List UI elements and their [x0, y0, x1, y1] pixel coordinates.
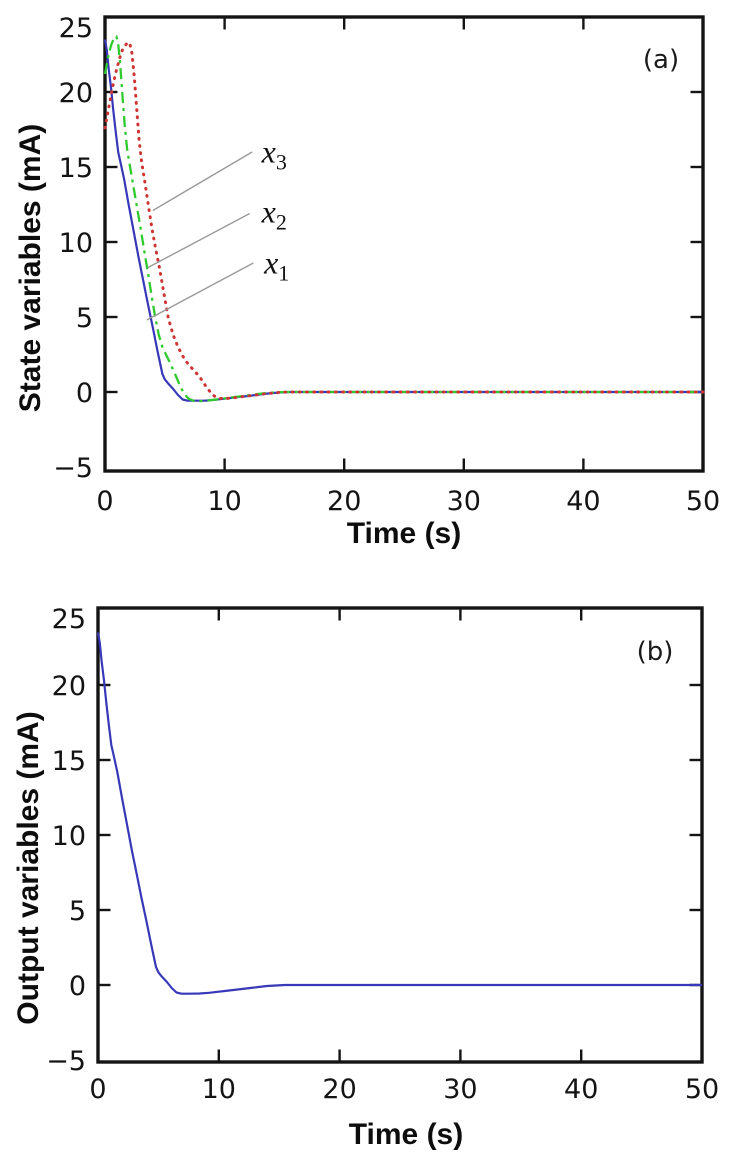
- chart-b-panel-label: (b): [637, 637, 674, 667]
- annotation-subscript: 3: [276, 150, 287, 175]
- x-tick-label: 0: [96, 486, 113, 517]
- chart-a-ylabel: State variables (mA): [14, 124, 47, 412]
- y-tick-label: 5: [69, 896, 86, 927]
- y-tick-label: 15: [59, 153, 93, 184]
- annotation-subscript: 2: [276, 210, 287, 235]
- y-tick-label: 20: [52, 671, 86, 702]
- plot-frame: [96, 606, 704, 1064]
- x-tick-label: 10: [202, 1074, 236, 1105]
- chart-a-panel-label: (a): [643, 45, 679, 75]
- y-tick-label: 25: [52, 604, 86, 635]
- annotation-leader-line-x1: [146, 262, 254, 321]
- chart-b-xlabel: Time (s): [349, 1118, 463, 1151]
- annotation-label-x2: x2: [261, 194, 287, 235]
- x-tick-label: 20: [322, 1074, 356, 1105]
- y-tick-label: 0: [76, 378, 93, 409]
- chart-a-xlabel: Time (s): [347, 517, 461, 550]
- y-tick-label: 5: [76, 303, 93, 334]
- annotation-label-x3: x3: [261, 134, 287, 175]
- x-tick-label: 50: [685, 1074, 719, 1105]
- plot-frame: [103, 15, 705, 473]
- x-tick-label: 40: [566, 486, 600, 517]
- y-tick-label: −5: [53, 453, 93, 484]
- x-tick-label: 30: [447, 486, 481, 517]
- y-tick-label: 10: [59, 228, 93, 259]
- series-y-line: [96, 632, 702, 995]
- y-tick-label: 10: [52, 821, 86, 852]
- x-tick-label: 30: [443, 1074, 477, 1105]
- x-tick-label: 20: [327, 486, 361, 517]
- annotation-leader-line-x2: [147, 212, 251, 269]
- y-tick-label: −5: [46, 1046, 86, 1077]
- chart-b-ylabel: Output variables (mA): [12, 711, 45, 1024]
- y-tick-label: 20: [59, 78, 93, 109]
- annotation-subscript: 1: [278, 261, 289, 286]
- series-x3-line: [103, 41, 705, 400]
- x-tick-label: 50: [686, 486, 720, 517]
- x-tick-label: 0: [89, 1074, 106, 1105]
- y-tick-label: 15: [52, 746, 86, 777]
- annotation-label-x1: x1: [263, 245, 289, 286]
- annotation-leader-line-x3: [152, 151, 253, 212]
- x-tick-label: 10: [207, 486, 241, 517]
- y-tick-label: 0: [69, 971, 86, 1002]
- series-x2-line: [103, 35, 703, 403]
- x-tick-label: 40: [564, 1074, 598, 1105]
- series-x1-line: [103, 39, 703, 402]
- y-tick-label: 25: [59, 13, 93, 44]
